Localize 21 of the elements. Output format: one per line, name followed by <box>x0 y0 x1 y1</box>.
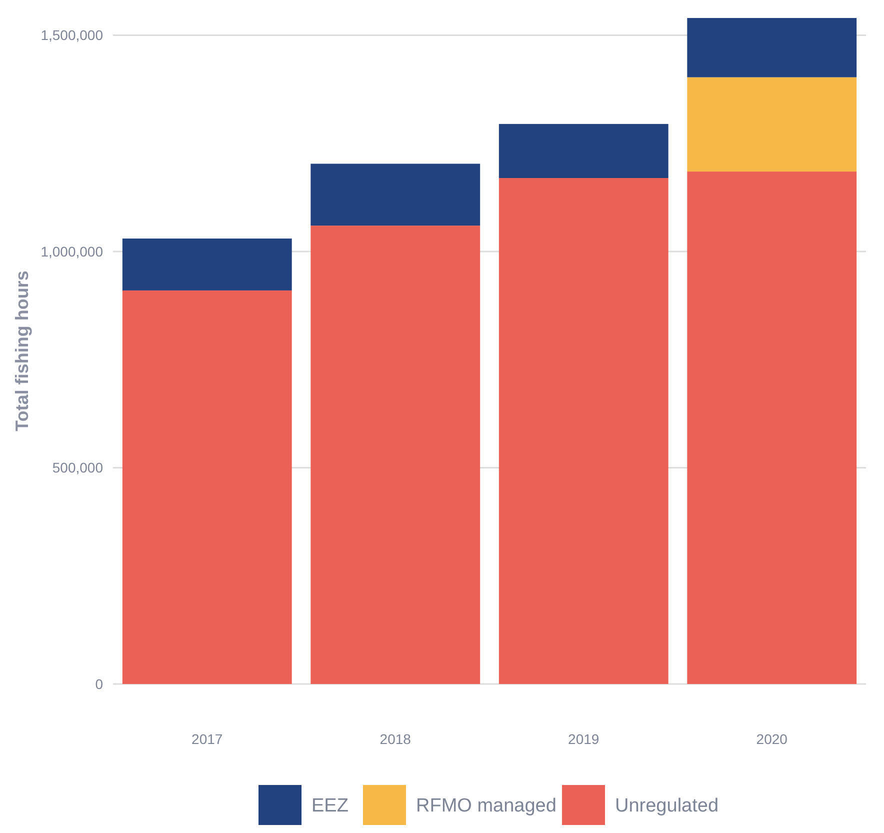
legend-label: EEZ <box>312 796 349 817</box>
bar <box>498 124 668 178</box>
y-tick-label: 1,500,000 <box>40 27 104 44</box>
bar <box>687 18 857 78</box>
y-tick-label: 0 <box>95 676 104 692</box>
y-tick-label: 500,000 <box>52 460 104 476</box>
bar <box>498 178 668 684</box>
y-axis-title: Total fishing hours <box>12 270 32 432</box>
legend-label: Unregulated <box>615 796 719 817</box>
bar <box>310 226 480 684</box>
bar <box>687 172 857 684</box>
bar <box>310 164 480 226</box>
bar <box>122 238 292 290</box>
bar <box>687 77 857 172</box>
x-tick-label: 2017 <box>192 731 223 747</box>
bar <box>122 290 292 684</box>
legend-label: RFMO managed <box>416 796 556 817</box>
x-tick-label: 2019 <box>568 731 600 747</box>
y-tick-label: 1,000,000 <box>40 243 104 260</box>
x-tick-label: 2018 <box>380 731 412 747</box>
x-tick-label: 2020 <box>756 731 788 747</box>
